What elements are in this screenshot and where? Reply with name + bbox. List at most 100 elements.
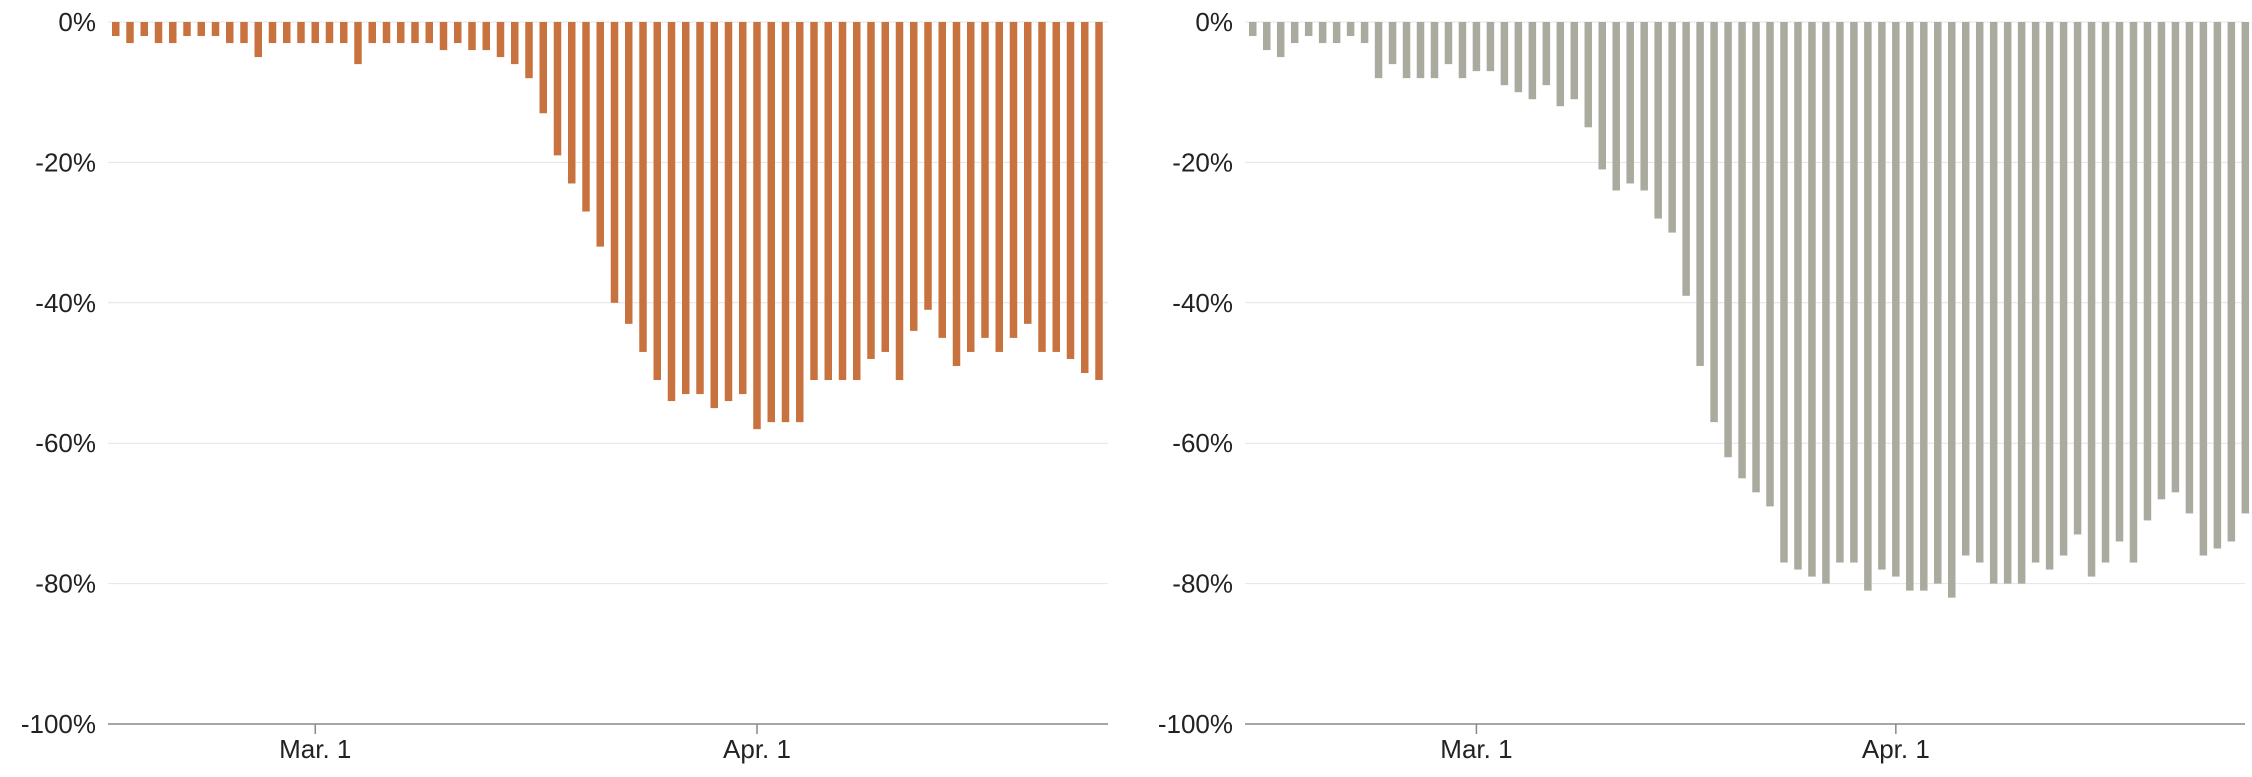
bar [924, 22, 932, 310]
bar [1556, 22, 1565, 107]
bar [1584, 22, 1593, 128]
bar [254, 22, 262, 58]
bar [1249, 22, 1257, 37]
bar [1360, 22, 1369, 44]
bar [183, 22, 191, 37]
bar [539, 22, 547, 114]
bar [2017, 22, 2026, 584]
bar [2003, 22, 2012, 584]
bar [1892, 22, 1900, 577]
bar [439, 22, 448, 51]
y-tick-label: -20% [1172, 147, 1233, 177]
bar [368, 22, 376, 44]
bar [1794, 22, 1802, 570]
bar [1640, 22, 1648, 191]
bar [1318, 22, 1327, 44]
bar [2073, 22, 2082, 535]
bar [2185, 22, 2194, 514]
bar [511, 22, 519, 65]
bar [2143, 22, 2152, 521]
bar [1290, 22, 1299, 44]
x-tick-label: Mar. 1 [279, 734, 351, 764]
bar [1668, 22, 1676, 233]
bar [1598, 22, 1606, 170]
x-tick-label: Apr. 1 [1862, 734, 1930, 764]
bar [2157, 22, 2166, 500]
bar [838, 22, 847, 381]
bar [1961, 22, 1970, 556]
bar [1095, 22, 1103, 381]
bar [297, 22, 305, 44]
bar [1374, 22, 1383, 79]
bar [639, 22, 647, 352]
bar [881, 22, 889, 352]
bar [610, 22, 619, 303]
y-tick-label: -60% [1172, 428, 1233, 458]
y-tick-label: -60% [35, 428, 96, 458]
bar [1864, 22, 1872, 591]
y-tick-label: -80% [1172, 569, 1233, 599]
bar [1430, 22, 1439, 79]
bar [240, 22, 248, 44]
bar [1388, 22, 1397, 65]
bar [596, 22, 604, 247]
bar [1038, 22, 1046, 352]
bar [1808, 22, 1816, 577]
bar [112, 22, 120, 37]
y-tick-label: -20% [35, 147, 96, 177]
bar [1332, 22, 1341, 44]
bar [340, 22, 348, 44]
bar [1696, 22, 1704, 366]
y-tick-label: -100% [1158, 709, 1233, 739]
x-tick-label: Mar. 1 [1440, 734, 1512, 764]
bar [653, 22, 661, 381]
bar [169, 22, 177, 44]
y-tick-label: -40% [1172, 288, 1233, 318]
bar [1304, 22, 1313, 37]
bar [1906, 22, 1914, 591]
bar [2031, 22, 2040, 563]
bar [1009, 22, 1018, 338]
y-tick-label: -100% [21, 709, 96, 739]
bar [2101, 22, 2110, 563]
bar [2213, 22, 2222, 549]
bar [938, 22, 946, 338]
bar [568, 22, 576, 184]
bar [1542, 22, 1551, 86]
bar [625, 22, 633, 324]
bar [1752, 22, 1760, 493]
bar [710, 22, 718, 409]
bar [454, 22, 462, 44]
bar [995, 22, 1003, 352]
bar [1262, 22, 1271, 51]
bar [1710, 22, 1718, 423]
bar [1766, 22, 1774, 507]
bar [753, 22, 761, 430]
bar [1934, 22, 1942, 584]
bar [397, 22, 405, 44]
bar [981, 22, 989, 338]
bar [1738, 22, 1746, 479]
bar [1081, 22, 1089, 373]
bar [1626, 22, 1634, 184]
bar [140, 22, 148, 37]
y-tick-label: -40% [35, 288, 96, 318]
bar [1416, 22, 1425, 79]
bar [1500, 22, 1509, 86]
bar [525, 22, 533, 79]
bar [2087, 22, 2096, 577]
bar [1850, 22, 1858, 563]
bar [1276, 22, 1285, 58]
bar [1486, 22, 1495, 72]
chart-panel-right: 0% -20% -40% -60% -80% -100% Mar. 1 Apr. 1 [1158, 7, 2250, 764]
bar [1920, 22, 1928, 591]
bar [2199, 22, 2208, 556]
bar [810, 22, 818, 381]
bar [1975, 22, 1984, 563]
bar [2059, 22, 2068, 556]
y-tick-label: 0% [58, 7, 96, 37]
bar [2115, 22, 2124, 542]
bar [1570, 22, 1579, 100]
